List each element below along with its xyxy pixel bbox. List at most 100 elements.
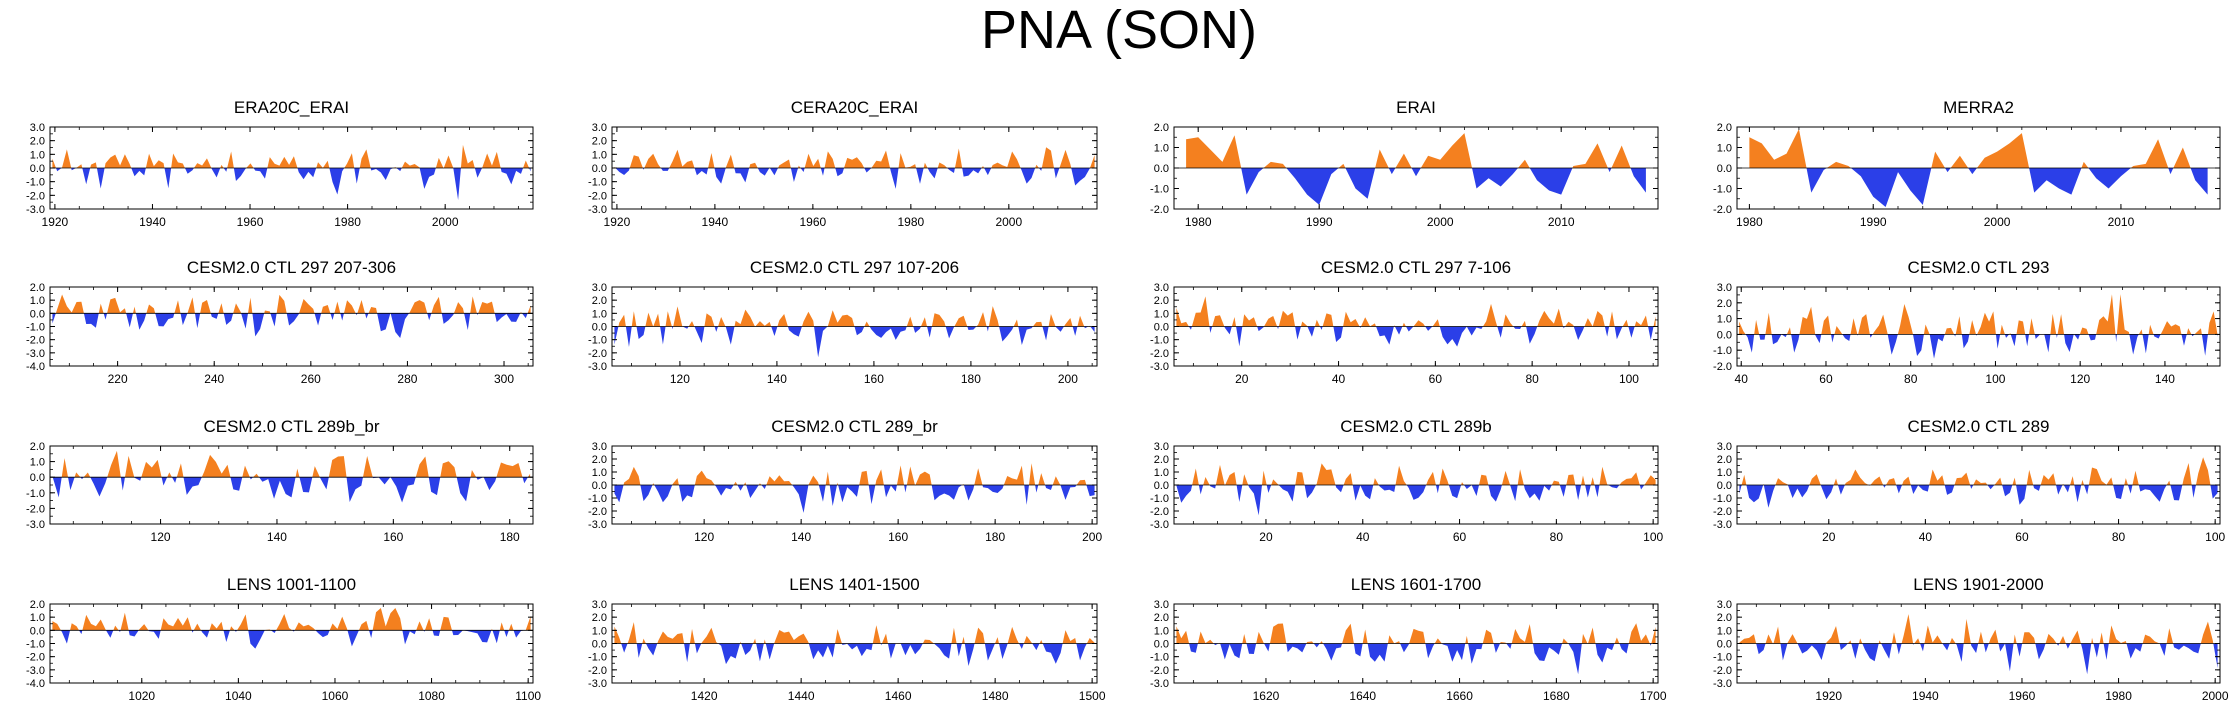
series-area xyxy=(1176,463,1656,516)
y-tick-label: -3.0 xyxy=(588,519,607,531)
y-tick-label: -3.0 xyxy=(1150,361,1169,373)
x-tick-label: 140 xyxy=(267,530,287,544)
x-tick-label: 200 xyxy=(1058,372,1078,386)
y-tick-label: -2.0 xyxy=(1150,204,1169,216)
x-tick-label: 260 xyxy=(301,372,321,386)
negative-anomaly-area xyxy=(614,643,1095,667)
x-tick-label: 1980 xyxy=(1185,215,1212,229)
negative-anomaly-area xyxy=(1176,485,1656,516)
y-tick-label: -3.0 xyxy=(1713,519,1732,531)
y-tick-label: 3.0 xyxy=(30,122,45,134)
negative-area-group xyxy=(52,168,531,200)
y-tick-label: 2.0 xyxy=(1154,122,1169,134)
x-tick-label: 120 xyxy=(670,372,690,386)
series-area xyxy=(1176,296,1656,347)
x-tick-label: 1940 xyxy=(139,215,166,229)
positive-anomaly-area xyxy=(614,147,1095,168)
panel-title: CESM2.0 CTL 289b xyxy=(1340,417,1492,436)
y-tick-label: 2.0 xyxy=(1717,612,1732,624)
x-tick-label: 1990 xyxy=(1860,215,1887,229)
negative-area-group xyxy=(1176,326,1656,347)
x-tick-label: 1500 xyxy=(1079,689,1106,703)
panel-title: CESM2.0 CTL 289_br xyxy=(771,417,938,436)
negative-anomaly-area xyxy=(1739,643,2218,675)
negative-area-group xyxy=(60,630,525,649)
negative-area-group xyxy=(1176,643,1656,675)
x-tick-label: 80 xyxy=(1525,372,1539,386)
negative-anomaly-area xyxy=(614,326,1095,358)
positive-area-group xyxy=(1749,129,2208,168)
x-tick-label: 40 xyxy=(1356,530,1370,544)
x-tick-label: 1080 xyxy=(418,689,445,703)
chart-panel: 3.02.01.0 0.0-1.0-2.0-3.0 20 40 60 80 100 CESM2… xyxy=(1150,258,1659,386)
y-tick-label: -2.0 xyxy=(26,335,45,347)
x-tick-label: 2010 xyxy=(1548,215,1575,229)
x-tick-label: 1990 xyxy=(1306,215,1333,229)
x-tick-label: 1920 xyxy=(42,215,69,229)
y-tick-label: 3.0 xyxy=(592,122,607,134)
y-tick-label: 3.0 xyxy=(1154,599,1169,611)
x-tick-label: 1920 xyxy=(604,215,631,229)
y-tick-label: 3.0 xyxy=(592,441,607,453)
x-tick-label: 1040 xyxy=(225,689,252,703)
negative-anomaly-area xyxy=(1176,643,1656,675)
y-tick-label: -3.0 xyxy=(588,204,607,216)
x-tick-label: 1960 xyxy=(800,215,827,229)
y-tick-label: -1.0 xyxy=(1150,493,1169,505)
panel-title: CESM2.0 CTL 297 207-306 xyxy=(187,258,396,277)
y-tick-label: -2.0 xyxy=(1150,665,1169,677)
negative-anomaly-area xyxy=(52,313,528,338)
x-tick-label: 1020 xyxy=(128,689,155,703)
y-tick-label: -2.0 xyxy=(1150,506,1169,518)
y-tick-label: 1.0 xyxy=(1154,625,1169,637)
negative-area-group xyxy=(614,168,1095,189)
y-tick-label: -1.0 xyxy=(1713,345,1732,357)
x-tick-label: 1980 xyxy=(334,215,361,229)
y-tick-label: 2.0 xyxy=(30,136,45,148)
series-area xyxy=(1176,623,1656,675)
negative-area-group xyxy=(1186,168,1646,205)
positive-area-group xyxy=(1176,463,1656,485)
y-tick-label: 1.0 xyxy=(592,467,607,479)
y-tick-label: -2.0 xyxy=(588,190,607,202)
y-tick-label: -1.0 xyxy=(26,322,45,334)
chart-panel: 2.0 1.0 0.0 -1.0 -2.0 1980 1990 2000 2010 MERRA2 xyxy=(1713,98,2221,229)
positive-anomaly-area xyxy=(1176,623,1656,644)
negative-area-group xyxy=(52,477,528,503)
x-tick-label: 40 xyxy=(1919,530,1933,544)
x-tick-label: 2010 xyxy=(2108,215,2135,229)
series-area xyxy=(52,144,531,200)
x-tick-label: 1060 xyxy=(322,689,349,703)
y-tick-label: -1.0 xyxy=(1713,184,1732,196)
y-tick-label: -2.0 xyxy=(1713,361,1732,373)
y-tick-label: 0.0 xyxy=(1717,639,1732,651)
y-tick-label: 1.0 xyxy=(592,625,607,637)
series-area xyxy=(1739,614,2218,675)
x-tick-label: 180 xyxy=(500,530,520,544)
y-tick-label: -1.0 xyxy=(588,493,607,505)
x-tick-label: 180 xyxy=(961,372,981,386)
positive-anomaly-area xyxy=(1739,614,2218,644)
x-tick-label: 1640 xyxy=(1349,689,1376,703)
y-tick-label: 2.0 xyxy=(1717,454,1732,466)
chart-panel: 2.01.00.0 -1.0-2.0-3.0-4.0 1020 1040 1060 108… xyxy=(26,575,541,703)
positive-anomaly-area xyxy=(52,294,531,314)
y-tick-label: 3.0 xyxy=(1154,441,1169,453)
y-tick-label: -2.0 xyxy=(26,190,45,202)
chart-panel: 2.0 1.0 0.0 -1.0 -2.0 1980 1990 2000 2010 ERAI xyxy=(1150,98,1659,229)
x-tick-label: 2000 xyxy=(432,215,459,229)
negative-anomaly-area xyxy=(614,168,1095,189)
y-tick-label: -3.0 xyxy=(1150,678,1169,690)
x-tick-label: 60 xyxy=(1819,372,1833,386)
panel-title: LENS 1601-1700 xyxy=(1351,575,1481,594)
panel-title: CESM2.0 CTL 297 7-106 xyxy=(1321,258,1511,277)
series-area xyxy=(1749,129,2208,207)
y-tick-label: 3.0 xyxy=(592,282,607,294)
x-tick-label: 1920 xyxy=(1815,689,1842,703)
x-tick-label: 1960 xyxy=(237,215,264,229)
positive-area-group xyxy=(1739,294,2218,335)
y-tick-label: 0.0 xyxy=(30,163,45,175)
y-tick-label: 0.0 xyxy=(1717,480,1732,492)
series-area xyxy=(614,463,1095,513)
x-tick-label: 2000 xyxy=(1984,215,2011,229)
